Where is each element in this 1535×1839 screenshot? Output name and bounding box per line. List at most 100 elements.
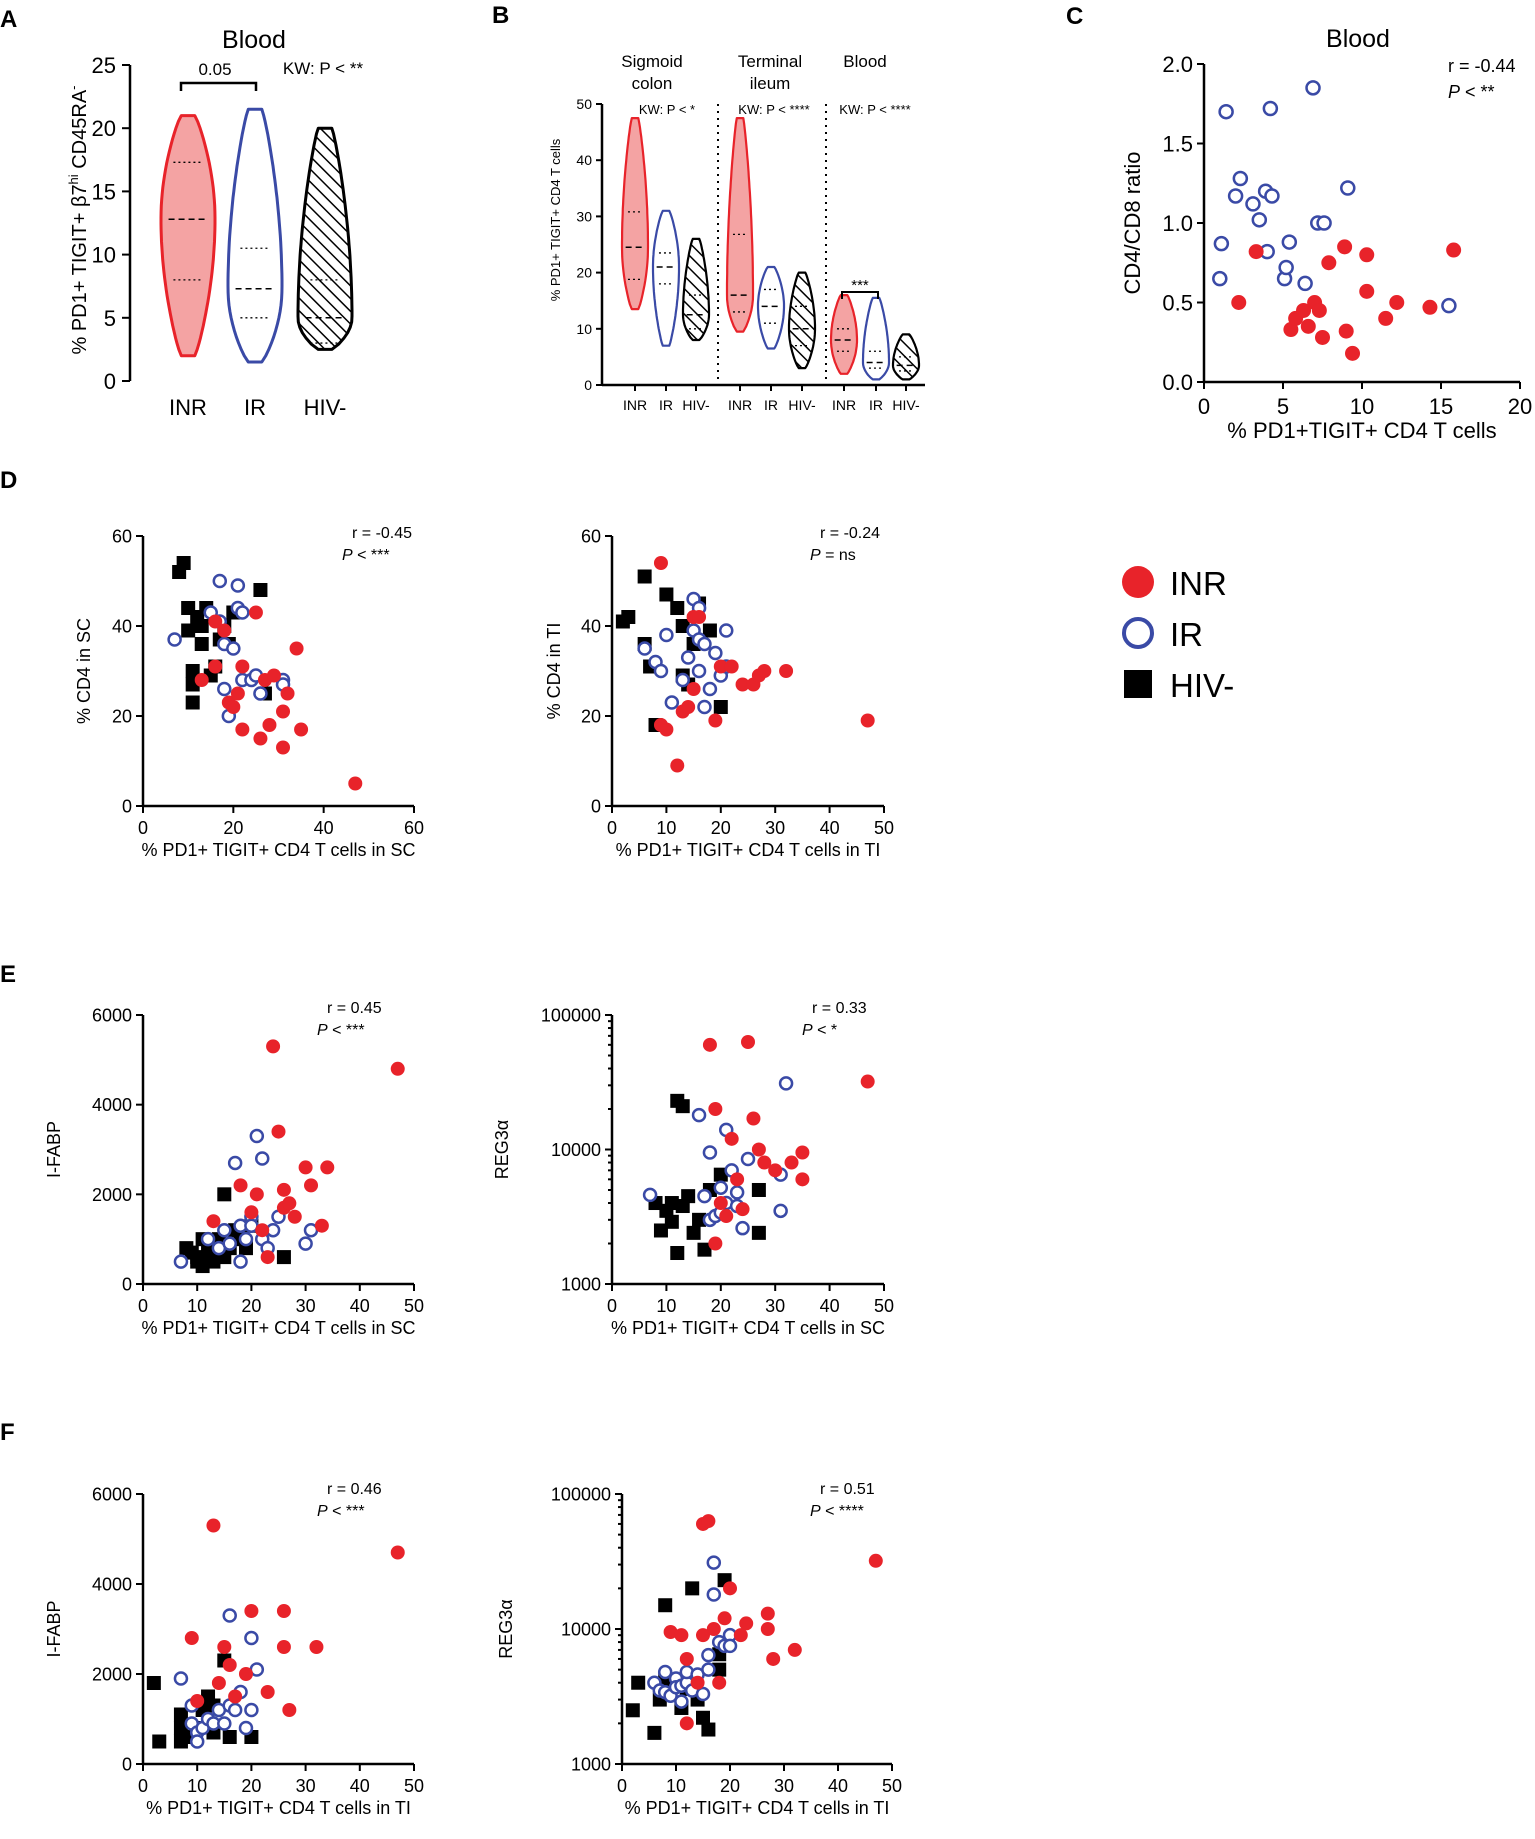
ir-point xyxy=(1441,297,1457,314)
inr-point xyxy=(1315,329,1330,345)
inr-point xyxy=(717,1611,732,1626)
hiv-point xyxy=(276,1250,291,1265)
inr-point xyxy=(276,1640,291,1654)
hiv-point xyxy=(637,569,652,584)
inr-point xyxy=(690,1675,705,1690)
legend-hiv-label: HIV- xyxy=(1170,667,1234,704)
x-tick-label: 10 xyxy=(187,1296,207,1316)
ir-point xyxy=(695,1686,711,1702)
ir-point xyxy=(713,1180,729,1195)
inr-point xyxy=(304,1178,319,1193)
inr-point xyxy=(713,1196,728,1211)
hiv-point xyxy=(176,556,191,570)
ir-point xyxy=(674,1694,689,1709)
ir-violin xyxy=(226,107,284,364)
ir-point xyxy=(729,1185,745,1200)
x-tick-label: 50 xyxy=(874,818,894,838)
y-tick-label: 0 xyxy=(122,1754,132,1774)
x-axis-label: % PD1+ TIGIT+ CD4 T cells in TI xyxy=(616,840,881,860)
hiv-point xyxy=(222,1730,237,1744)
x-tick-label: 40 xyxy=(350,1296,370,1316)
inr-point xyxy=(248,605,263,620)
group-kw-annotation: KW: P < * xyxy=(639,102,695,117)
y-tick-label: 0 xyxy=(122,796,132,816)
hiv-point xyxy=(194,619,209,633)
inr-point xyxy=(746,1111,761,1126)
inr-point xyxy=(784,1155,799,1170)
ir-point xyxy=(697,1188,712,1204)
x-tick-label: 20 xyxy=(241,1776,261,1796)
inr-point xyxy=(679,1716,694,1731)
inr-point xyxy=(663,1625,678,1640)
hiv-point xyxy=(658,1598,673,1613)
inr-point xyxy=(1311,302,1327,318)
inr-point xyxy=(724,659,739,674)
x-tick-label: 10 xyxy=(656,818,676,838)
y-tick-label: 60 xyxy=(581,526,601,546)
ir-point xyxy=(1262,100,1279,117)
ir-point xyxy=(1218,103,1234,120)
inr-point xyxy=(206,1518,221,1533)
category-label: INR xyxy=(169,395,207,420)
y-tick-label: 40 xyxy=(581,616,601,636)
ir-point xyxy=(706,1587,722,1602)
inr-point xyxy=(1446,242,1462,258)
hiv-point xyxy=(152,1734,167,1749)
ir-point xyxy=(1316,215,1332,231)
ir-point xyxy=(718,623,734,638)
ir-point xyxy=(238,1720,254,1736)
inr-point xyxy=(708,713,723,728)
category-label: HIV- xyxy=(304,395,347,420)
inr-point xyxy=(276,1182,291,1197)
group-kw-annotation: KW: P < **** xyxy=(839,102,910,117)
inr-point xyxy=(262,718,277,732)
inr-violin xyxy=(620,117,650,311)
x-axis-label: % PD1+TIGIT+ CD4 T cells xyxy=(1227,418,1496,443)
inr-point xyxy=(1337,239,1353,255)
category-label: INR xyxy=(623,397,647,413)
inr-point xyxy=(760,1622,775,1636)
category-label: IR xyxy=(869,397,883,413)
x-tick-label: 20 xyxy=(1508,394,1532,419)
inr-point xyxy=(706,1622,721,1636)
inr-point xyxy=(235,722,250,737)
hiv-point xyxy=(713,700,728,714)
group-title: ileum xyxy=(750,74,791,93)
inr-point xyxy=(217,623,232,638)
y-tick-label: 0.0 xyxy=(1162,370,1193,395)
ir-point xyxy=(701,1662,716,1677)
inr-point xyxy=(735,1202,750,1217)
inr-point xyxy=(757,1155,772,1170)
ir-point xyxy=(173,1671,189,1686)
ir-point xyxy=(680,650,696,665)
x-tick-label: 50 xyxy=(404,1776,424,1796)
y-tick-label: 20 xyxy=(112,706,132,726)
inr-point xyxy=(681,700,696,714)
inr-point xyxy=(719,1209,734,1224)
inr-point xyxy=(723,1581,737,1596)
ir-point xyxy=(238,1231,254,1247)
y-axis-label: % CD4 in TI xyxy=(544,623,564,720)
panel-c: C Blood r = -0.44 P < ** 0 5 10 15 20 0.0 0.5 1… xyxy=(1066,3,1532,443)
inr-point xyxy=(260,1250,275,1265)
hiv-point xyxy=(253,583,268,597)
correlation-r: r = 0.45 xyxy=(327,1000,382,1017)
inr-point xyxy=(233,1178,248,1193)
inr-point xyxy=(860,713,875,728)
correlation-r: r = 0.33 xyxy=(812,1000,867,1017)
x-tick-label: 10 xyxy=(187,1776,207,1796)
correlation-p: P < **** xyxy=(810,1503,864,1520)
ir-point xyxy=(189,1734,205,1749)
y-tick-label: 6000 xyxy=(92,1484,132,1504)
panel-f-left-plot: 0 10 20 30 40 50 0 2000 4000 6000 % PD1+ TIGIT+ CD… xyxy=(44,1481,424,1818)
y-tick-label: 6000 xyxy=(92,1005,132,1025)
hiv-violin xyxy=(296,126,354,351)
hiv-point xyxy=(670,1246,685,1261)
ir-point xyxy=(227,1702,243,1718)
category-label: IR xyxy=(764,397,778,413)
ir-point xyxy=(235,605,250,620)
panel-a-ylabel: % PD1+ TIGIT+ β7hi CD45RA- xyxy=(66,85,91,354)
x-tick-label: 20 xyxy=(223,818,243,838)
inr-point xyxy=(266,1039,281,1054)
panel-letter-c: C xyxy=(1066,3,1083,30)
